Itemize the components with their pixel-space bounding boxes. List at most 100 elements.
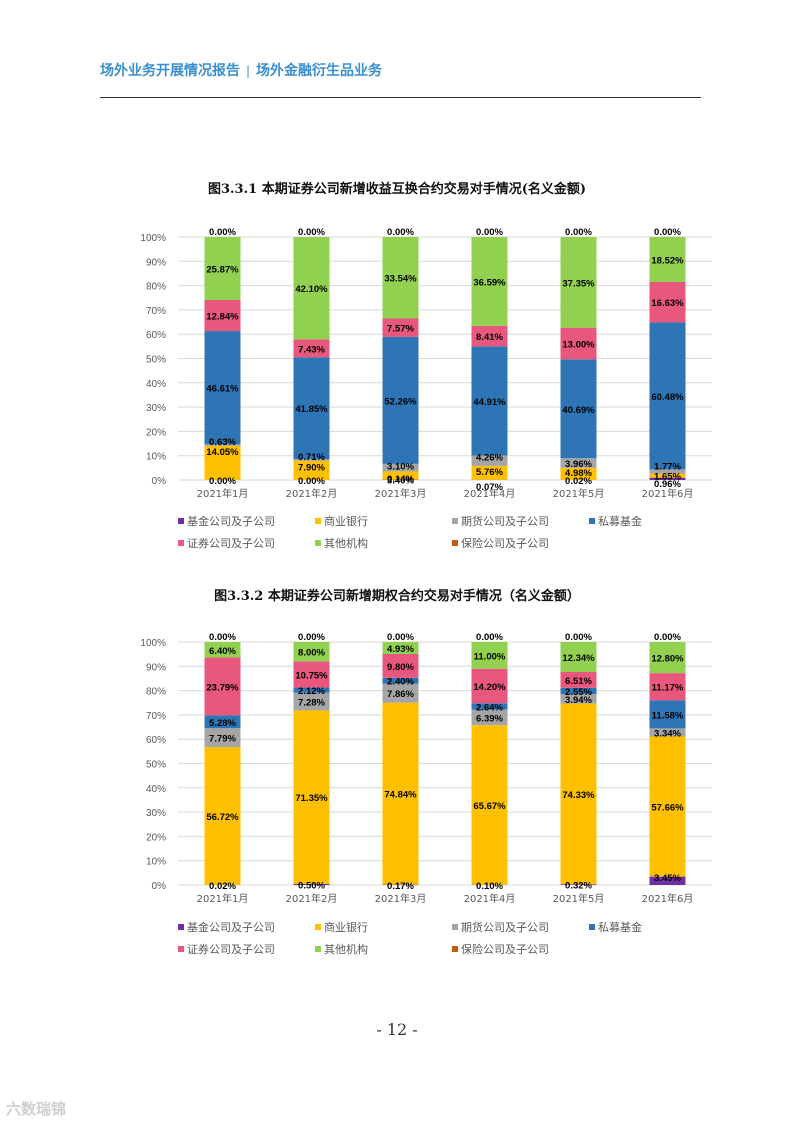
data-label: 6.51%	[565, 676, 592, 687]
y-tick-label: 30%	[146, 403, 166, 414]
data-label: 23.79%	[206, 682, 239, 693]
legend-label: 其他机构	[324, 942, 368, 956]
data-label: 41.85%	[295, 404, 328, 415]
data-label: 60.48%	[651, 392, 684, 403]
y-tick-label: 30%	[146, 808, 166, 819]
y-tick-label: 0%	[152, 476, 167, 487]
bar-segment	[293, 883, 330, 885]
bar-segment	[204, 444, 241, 446]
bar-segment	[471, 346, 508, 456]
y-tick-label: 10%	[146, 857, 166, 868]
data-label: 0.32%	[565, 881, 592, 892]
watermark-logo: 六数瑞锦	[6, 1100, 67, 1118]
data-label: 13.00%	[562, 340, 595, 351]
bar-segment	[560, 642, 597, 673]
x-tick-label: 2021年2月	[286, 892, 338, 905]
data-label: 0.00%	[565, 227, 592, 238]
data-label: 71.35%	[295, 793, 328, 804]
bar-segment	[471, 725, 508, 885]
data-label: 11.17%	[652, 683, 684, 694]
legend-label: 证券公司及子公司	[187, 536, 275, 550]
data-label: 14.20%	[473, 682, 506, 693]
x-tick-label: 2021年2月	[286, 487, 338, 500]
data-label: 7.79%	[209, 734, 236, 745]
data-label: 7.28%	[298, 698, 325, 709]
bar-segment	[471, 237, 508, 326]
bar-segment	[649, 477, 686, 480]
data-label: 0.00%	[387, 227, 414, 238]
bar-segment	[382, 463, 419, 472]
data-label: 12.34%	[562, 653, 595, 664]
y-tick-label: 20%	[146, 427, 166, 438]
data-label: 7.86%	[387, 689, 414, 700]
data-label: 9.80%	[387, 662, 414, 673]
data-label: 2.12%	[298, 686, 325, 697]
bar-segment	[204, 445, 241, 480]
data-label: 0.00%	[209, 632, 236, 643]
data-label: 2.55%	[565, 687, 592, 698]
bar-segment	[649, 673, 686, 701]
y-tick-label: 100%	[140, 233, 166, 244]
bar-segment	[471, 455, 508, 466]
data-label: 8.00%	[298, 648, 325, 659]
bar-segment	[293, 460, 330, 480]
legend-swatch	[315, 540, 321, 546]
legend-swatch	[589, 924, 595, 930]
data-label: 0.02%	[565, 476, 592, 487]
bar-segment	[560, 458, 597, 468]
bar-segment	[649, 236, 686, 282]
legend-swatch	[452, 924, 458, 930]
bar-segment	[649, 736, 686, 877]
bar-segment	[204, 642, 241, 658]
legend-swatch	[315, 924, 321, 930]
data-label: 5.76%	[476, 467, 503, 478]
data-label: 52.26%	[384, 396, 417, 407]
bar-segment	[293, 237, 330, 340]
legend-swatch	[178, 924, 184, 930]
bar-segment	[382, 236, 419, 319]
page-number: - 12 -	[376, 1020, 418, 1039]
data-label: 7.57%	[387, 324, 414, 335]
data-label: 3.96%	[565, 459, 592, 470]
legend-label: 私募基金	[598, 514, 642, 528]
legend-label: 其他机构	[324, 536, 368, 550]
legend-label: 证券公司及子公司	[187, 942, 275, 956]
bar-segment	[471, 709, 508, 726]
y-tick-label: 50%	[146, 355, 166, 366]
bar-segment	[293, 357, 330, 460]
x-tick-label: 2021年6月	[642, 487, 694, 500]
data-label: 33.54%	[384, 274, 417, 285]
y-tick-label: 90%	[146, 662, 166, 673]
y-tick-label: 40%	[146, 379, 166, 390]
y-tick-label: 100%	[140, 638, 166, 649]
x-tick-label: 2021年5月	[553, 487, 605, 500]
header-divider	[100, 97, 701, 98]
header-section: 场外业务开展情况报告	[100, 63, 240, 79]
bar-segment	[649, 728, 686, 737]
bar-segment	[204, 657, 241, 716]
x-tick-label: 2021年3月	[375, 487, 427, 500]
y-tick-label: 90%	[146, 257, 166, 268]
data-label: 5.28%	[209, 718, 236, 729]
bar-segment	[382, 653, 419, 678]
bar-segment	[560, 884, 597, 885]
data-label: 0.00%	[565, 632, 592, 643]
figure-1-title: 图3.3.1 本期证券公司新增收益互换合约交易对手情况(名义金额)	[207, 182, 587, 197]
data-label: 4.93%	[387, 644, 414, 655]
data-label: 8.41%	[476, 332, 503, 343]
legend-label: 期货公司及子公司	[461, 514, 549, 528]
y-tick-label: 80%	[146, 282, 166, 293]
legend-swatch	[315, 946, 321, 952]
bar-segment	[560, 672, 597, 688]
data-label: 3.34%	[654, 728, 681, 739]
data-label: 12.80%	[651, 654, 684, 665]
bar-segment	[204, 728, 241, 748]
y-tick-label: 80%	[146, 687, 166, 698]
y-tick-label: 70%	[146, 306, 166, 317]
bar-segment	[471, 465, 508, 480]
y-tick-label: 20%	[146, 832, 166, 843]
data-label: 37.35%	[562, 278, 595, 289]
bar-segment	[649, 473, 686, 478]
bar-segment	[293, 692, 330, 711]
data-label: 0.00%	[654, 227, 681, 238]
